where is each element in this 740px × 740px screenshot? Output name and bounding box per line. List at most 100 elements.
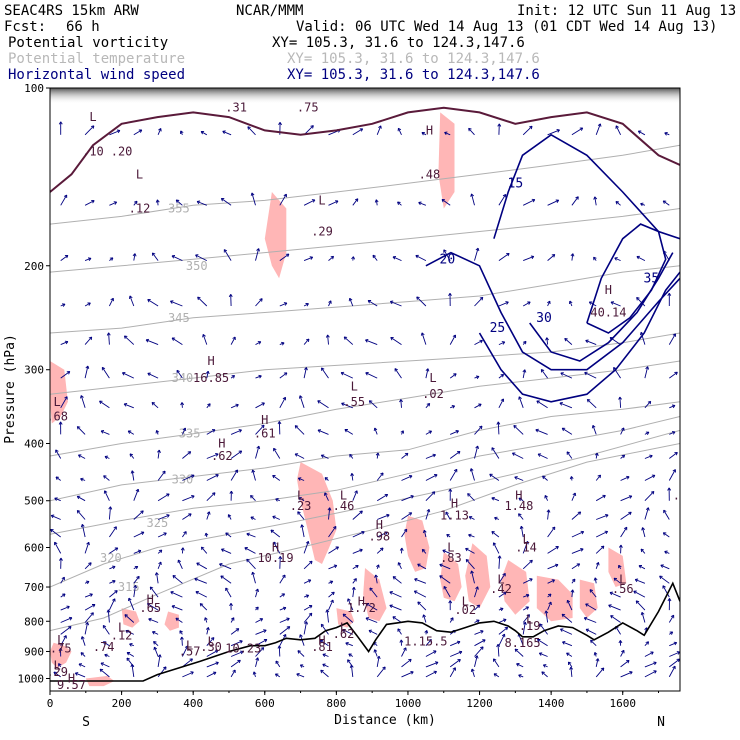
- hl-annotation-label: .74: [93, 640, 115, 654]
- wind-vector-head: [399, 399, 403, 403]
- hl-annotation-label: .23: [290, 499, 312, 513]
- field-pv-xy: XY= 105.3, 31.6 to 124.3,147.6: [272, 35, 525, 51]
- wind-vector: [374, 649, 378, 657]
- wind-vector: [200, 131, 208, 136]
- wind-vector: [522, 369, 526, 379]
- wind-vector-head: [500, 607, 504, 612]
- wind-vector-head: [585, 339, 589, 344]
- wind-vector: [342, 629, 353, 635]
- wind-vector: [392, 616, 402, 623]
- wind-speed-contour-label: 25: [490, 321, 506, 336]
- wind-vector-head: [474, 655, 479, 659]
- wind-vector-head: [100, 662, 105, 666]
- wind-vector-head: [247, 126, 251, 130]
- wind-vector-head: [210, 637, 215, 641]
- wind-vector: [221, 548, 232, 554]
- wind-vector-head: [446, 533, 450, 538]
- wind-vector-head: [74, 672, 79, 676]
- wind-vector-head: [335, 546, 339, 550]
- wind-vector: [100, 662, 110, 668]
- wind-speed-contour-line: [529, 252, 674, 362]
- wind-vector-head: [344, 429, 348, 433]
- wind-vector: [80, 395, 86, 408]
- wind-vector-head: [87, 302, 91, 306]
- wind-vector: [101, 367, 110, 379]
- wind-vector-head: [331, 591, 335, 596]
- wind-vector: [196, 562, 208, 570]
- org-name: NCAR/MMM: [236, 3, 304, 19]
- wind-vector: [279, 193, 287, 206]
- wind-vector-head: [560, 372, 564, 376]
- wind-vector: [76, 426, 86, 435]
- wind-vector: [445, 511, 451, 520]
- wind-vector-head: [645, 641, 650, 645]
- wind-vector: [592, 425, 597, 435]
- wind-vector: [225, 587, 232, 598]
- wind-vector: [620, 495, 632, 502]
- wind-vector-head: [58, 121, 63, 125]
- wind-vector-head: [531, 198, 536, 203]
- wind-vector-head: [600, 545, 605, 550]
- wind-vector-head: [162, 470, 166, 475]
- wind-vector: [640, 548, 646, 554]
- wind-vector: [81, 524, 86, 538]
- wind-vector: [99, 400, 110, 409]
- wind-vector-head: [566, 652, 570, 657]
- wind-vector-head: [570, 253, 575, 257]
- wind-vector: [104, 490, 110, 501]
- hl-annotation-label: L: [297, 489, 304, 503]
- hl-annotation-label: 1.15.5: [404, 634, 447, 648]
- x-axis-label: Distance (km): [334, 713, 436, 728]
- wind-vector: [518, 396, 524, 408]
- wind-vector: [133, 129, 143, 136]
- wind-vector-head: [273, 541, 277, 546]
- wind-vector: [84, 542, 90, 554]
- wind-vector-head: [475, 247, 480, 252]
- wind-vector: [401, 658, 412, 668]
- wind-vector: [171, 255, 183, 262]
- wind-vector: [668, 333, 676, 345]
- wind-vector: [279, 617, 290, 623]
- wind-vector: [450, 651, 463, 657]
- wind-vector-head: [564, 337, 568, 342]
- wind-vector: [613, 577, 621, 584]
- wind-vector-head: [621, 454, 626, 459]
- wind-vector: [230, 659, 241, 668]
- wind-vector: [397, 128, 402, 135]
- wind-vector-head: [593, 577, 598, 581]
- wind-vector-head: [272, 515, 276, 520]
- hl-annotation-label: 16.85: [193, 371, 229, 385]
- wind-vector: [620, 671, 633, 678]
- wind-vector-head: [468, 533, 472, 538]
- wind-vector-head: [442, 549, 446, 553]
- hl-annotation-label: L: [54, 395, 61, 409]
- wind-vector-head: [561, 613, 566, 618]
- wind-vector: [206, 649, 219, 657]
- wind-vector-head: [66, 371, 71, 375]
- hl-annotation-label: .81: [311, 640, 333, 654]
- wind-vector: [523, 578, 533, 584]
- wind-vector: [537, 639, 548, 647]
- wind-vector: [518, 513, 524, 520]
- hl-annotation-label: H: [451, 496, 458, 510]
- wind-vector: [206, 671, 217, 678]
- hl-annotation-label: H: [605, 283, 612, 297]
- wind-vector-head: [575, 196, 579, 200]
- wind-vector: [536, 400, 548, 409]
- wind-vector: [442, 549, 451, 554]
- wind-vector: [124, 614, 135, 623]
- wind-vector: [595, 495, 606, 502]
- wind-vector-head: [157, 654, 162, 658]
- wind-vector: [171, 337, 183, 345]
- wind-vector: [590, 639, 597, 647]
- wind-vector-head: [417, 563, 421, 568]
- wind-vector-head: [232, 336, 236, 341]
- hl-annotation-label: .68: [46, 409, 68, 423]
- theta-contour-line: [50, 144, 680, 225]
- wind-vector-head: [256, 445, 261, 450]
- wind-vector-head: [137, 549, 142, 554]
- wind-vector-head: [491, 447, 495, 451]
- wind-vector: [425, 403, 431, 409]
- wind-vector: [322, 653, 329, 657]
- wind-vector-head: [235, 403, 239, 408]
